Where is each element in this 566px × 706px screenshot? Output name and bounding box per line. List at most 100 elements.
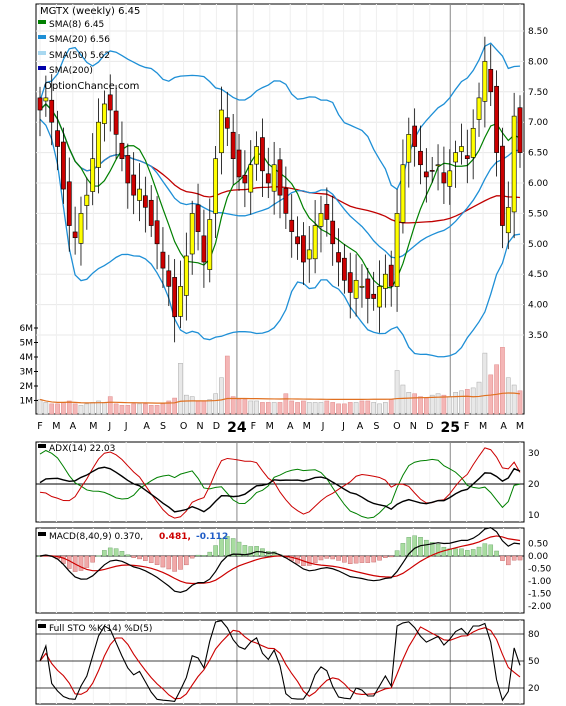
candle-body — [142, 195, 148, 208]
macd-tick-label: -1.00 — [528, 577, 552, 587]
macd-title: MACD(8,40,9) 0.370, — [49, 532, 143, 542]
candle-body — [400, 164, 406, 223]
macd-histogram-bar — [318, 555, 324, 561]
volume-bar — [55, 403, 60, 415]
volume-bar — [72, 403, 78, 415]
volume-bar — [119, 405, 125, 415]
macd-panel: MACD(8,40,9) 0.370, 0.481, -0.112 0.500.… — [35, 527, 552, 614]
sto-k-line — [39, 620, 521, 702]
month-label: M — [303, 421, 311, 432]
macd-histogram-bar — [119, 551, 125, 557]
sto-tick-label: 80 — [528, 630, 540, 640]
candle-body — [131, 174, 137, 196]
candle-body — [66, 181, 72, 226]
candle-body — [429, 170, 435, 172]
volume-bar — [242, 399, 248, 415]
volume-bar — [342, 403, 347, 415]
candle-body — [289, 219, 295, 232]
bollinger-bands — [39, 42, 521, 358]
macd-histogram-bar — [465, 550, 470, 557]
adx-legend-swatch — [38, 444, 46, 448]
candle-body — [324, 203, 330, 220]
volume-bar — [400, 384, 406, 415]
month-label: M — [89, 421, 97, 432]
macd-histogram-bar — [207, 551, 213, 557]
candle-body — [137, 188, 142, 201]
candle-body — [511, 115, 517, 213]
candle-body — [55, 130, 60, 147]
candle-body — [500, 145, 505, 226]
volume-bar — [423, 397, 429, 415]
macd-histogram-bar — [248, 546, 254, 557]
candle-body — [37, 97, 43, 111]
macd-histogram-bar — [336, 555, 341, 561]
candle-body — [359, 286, 365, 288]
month-label: S — [373, 421, 379, 432]
candle-body — [201, 235, 207, 263]
macd-histogram-bar — [143, 555, 148, 561]
volume-tick-label: 2M — [20, 382, 34, 392]
price-panel: 8.50 8.00 7.50 7.00 6.50 6.00 5.50 5.00 4.50 4.00… — [20, 3, 548, 415]
year-label: 25 — [441, 420, 460, 436]
macd-histogram-bar — [90, 555, 95, 563]
candle-body — [283, 187, 289, 214]
macd-tick-label: 0.00 — [528, 552, 548, 562]
volume-bar — [84, 403, 90, 415]
candle-body — [154, 220, 160, 245]
candle-body — [441, 172, 447, 184]
macd-histogram-bar — [511, 555, 517, 561]
volume-tick-label: 1M — [20, 397, 34, 407]
macd-histogram-bar — [359, 555, 365, 563]
macd-plot-frame — [35, 527, 525, 614]
candle-body — [96, 121, 101, 168]
volume-bar — [178, 363, 183, 415]
volume-bar — [494, 364, 499, 415]
macd-tick-label: 0.50 — [528, 540, 548, 550]
price-axis-ticks: 8.50 8.00 7.50 7.00 6.50 6.00 5.50 5.00 4.50 4.00… — [528, 27, 548, 341]
volume-bars — [37, 347, 523, 415]
volume-bar — [429, 394, 435, 415]
volume-bar — [517, 390, 523, 415]
candle-body — [183, 255, 189, 296]
volume-bar — [201, 400, 207, 415]
macd-histogram-bar — [113, 548, 119, 557]
candle-body — [148, 199, 154, 226]
month-label: A — [70, 421, 77, 432]
legend-swatch-sma20 — [38, 35, 46, 39]
candle-body — [248, 164, 254, 193]
macd-histogram-bar — [213, 545, 218, 557]
candle-body — [464, 155, 470, 159]
macd-legend-swatch — [38, 532, 46, 536]
volume-bar — [219, 377, 224, 415]
candle-body — [412, 125, 418, 147]
month-label: J — [124, 421, 128, 432]
candle-body — [242, 174, 248, 184]
month-label: M — [479, 421, 487, 432]
adx-tick-label: 20 — [528, 480, 540, 490]
macd-histogram-bar — [453, 548, 458, 557]
candle-body — [505, 207, 511, 234]
candle-body — [207, 219, 213, 270]
price-tick-label: 6.00 — [528, 179, 548, 189]
sto-panel: Full STO %K(14) %D(5) 80 50 20 — [35, 619, 540, 705]
volume-bar — [447, 396, 453, 415]
macd-tick-label: -1.50 — [528, 590, 552, 600]
candle-body — [301, 235, 306, 263]
candle-body — [49, 99, 55, 123]
adx-title: ADX(14) 22.03 — [49, 444, 115, 454]
candlesticks — [37, 36, 523, 343]
volume-bar — [336, 403, 341, 415]
candle-body — [236, 149, 242, 178]
macd-signal-value: 0.481, — [159, 532, 191, 542]
macd-histogram-bar — [429, 542, 435, 557]
volume-axis-ticks: 6M 5M 4M 3M 2M 1M — [20, 324, 38, 407]
adx-panel: ADX(14) 22.03 30 20 10 — [35, 441, 540, 523]
volume-bar — [470, 387, 476, 415]
volume-bar — [224, 355, 230, 415]
volume-bar — [511, 384, 517, 415]
macd-histogram-bar — [189, 555, 195, 559]
macd-histogram-bar — [330, 555, 335, 560]
legend-sma20: SMA(20) 6.56 — [49, 35, 110, 45]
candle-body — [377, 286, 382, 308]
month-label: F — [37, 421, 42, 432]
